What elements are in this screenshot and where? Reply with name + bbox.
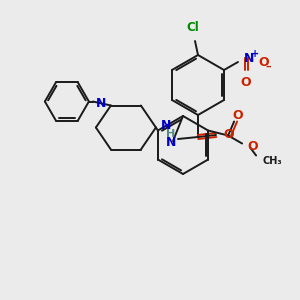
Text: N: N <box>244 52 254 64</box>
Text: N: N <box>95 97 106 110</box>
Text: N: N <box>166 136 176 149</box>
Text: N: N <box>161 119 171 132</box>
Text: –: – <box>265 62 271 72</box>
Text: O: O <box>241 76 251 89</box>
Text: O: O <box>233 109 243 122</box>
Text: O: O <box>223 128 234 142</box>
Text: O: O <box>247 140 258 153</box>
Text: O: O <box>258 56 268 70</box>
Text: +: + <box>251 49 259 59</box>
Text: CH₃: CH₃ <box>262 155 282 166</box>
Text: H: H <box>167 129 176 139</box>
Text: Cl: Cl <box>187 21 200 34</box>
